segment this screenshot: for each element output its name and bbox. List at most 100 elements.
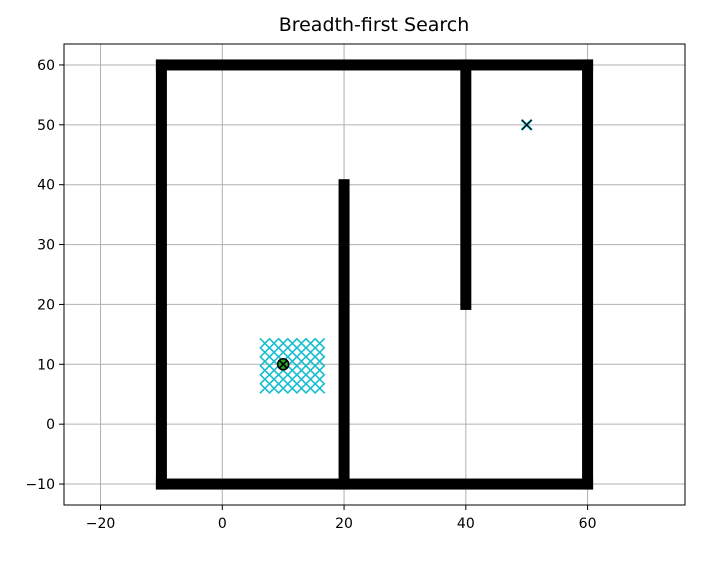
visited-x-stroke (305, 382, 317, 394)
visited-node (259, 337, 271, 349)
visited-node (259, 382, 271, 394)
visited-x-stroke (295, 355, 308, 367)
visited-x-stroke (305, 373, 317, 385)
y-tick-label: 30 (37, 238, 55, 254)
visited-x-stroke (314, 355, 326, 367)
visited-node (295, 364, 308, 376)
visited-x-stroke (305, 337, 317, 349)
visited-node (268, 364, 280, 376)
y-tick-label: 40 (37, 178, 55, 194)
visited-node (295, 373, 308, 385)
visited-x-stroke (286, 364, 298, 376)
y-tick-label: 50 (37, 118, 55, 134)
obstacle-wall (155, 59, 167, 490)
obstacle-wall (338, 179, 350, 490)
visited-x-stroke (268, 364, 280, 376)
y-tick-label: −10 (25, 477, 55, 493)
visited-node (286, 373, 298, 385)
visited-layer (259, 337, 326, 394)
visited-x-stroke (305, 346, 317, 358)
visited-x-stroke (259, 355, 271, 367)
visited-x-stroke (259, 337, 271, 349)
goal-x-stroke (521, 119, 533, 131)
x-tick-label: −20 (86, 516, 116, 532)
y-tick-label: 20 (37, 297, 55, 313)
chart-title: Breadth-first Search (279, 14, 470, 36)
visited-node (295, 337, 308, 349)
visited-x-stroke (277, 346, 289, 358)
visited-node (286, 364, 298, 376)
visited-node (259, 373, 271, 385)
visited-x-stroke (314, 346, 326, 358)
visited-node (268, 346, 280, 358)
visited-node (314, 382, 326, 394)
visited-x-stroke (286, 346, 298, 358)
start-x-stroke (278, 359, 288, 369)
visited-x-stroke (295, 337, 308, 349)
visited-x-stroke (286, 337, 298, 349)
visited-node (305, 382, 317, 394)
obstacle-wall (582, 59, 594, 490)
visited-node (259, 346, 271, 358)
obstacle-wall (460, 59, 472, 310)
visited-node (277, 373, 289, 385)
visited-x-stroke (295, 346, 308, 358)
visited-node (314, 373, 326, 385)
visited-x-stroke (277, 373, 289, 385)
visited-x-stroke (268, 346, 280, 358)
start-marker (276, 358, 290, 371)
visited-x-stroke (268, 373, 280, 385)
visited-node (314, 337, 326, 349)
visited-x-stroke (268, 337, 280, 349)
x-tick-label: 0 (218, 516, 227, 532)
tick-layer: −20 0 20 40 60 −10 0 10 20 30 40 50 60 (25, 58, 596, 532)
visited-node (295, 346, 308, 358)
x-tick-label: 60 (579, 516, 597, 532)
obstacle-wall (155, 478, 594, 490)
visited-x-stroke (277, 382, 289, 394)
visited-node (259, 364, 271, 376)
visited-node (286, 346, 298, 358)
visited-node (305, 364, 317, 376)
y-tick-label: 60 (37, 58, 55, 74)
visited-x-stroke (314, 382, 326, 394)
visited-x-stroke (268, 382, 280, 394)
marker-layer (276, 118, 533, 371)
visited-x-stroke (277, 337, 289, 349)
visited-x-stroke (295, 364, 308, 376)
y-tick-label: 0 (46, 417, 55, 433)
visited-node (295, 382, 308, 394)
visited-x-stroke (259, 346, 271, 358)
obstacle-wall (155, 59, 594, 71)
y-tick-label: 10 (37, 357, 55, 373)
visited-x-stroke (314, 337, 326, 349)
visited-x-stroke (295, 373, 308, 385)
visited-x-stroke (305, 355, 317, 367)
visited-node (286, 382, 298, 394)
visited-x-stroke (314, 373, 326, 385)
visited-node (277, 346, 289, 358)
x-tick-label: 40 (457, 516, 475, 532)
visited-node (259, 355, 271, 367)
visited-node (314, 346, 326, 358)
obstacle-layer (155, 59, 594, 490)
visited-x-stroke (286, 373, 298, 385)
visited-node (314, 355, 326, 367)
visited-node (305, 373, 317, 385)
visited-node (268, 382, 280, 394)
visited-node (305, 337, 317, 349)
visited-x-stroke (314, 364, 326, 376)
visited-x-stroke (268, 355, 280, 367)
visited-x-stroke (286, 382, 298, 394)
visited-node (277, 337, 289, 349)
plot-frame (63, 43, 686, 506)
visited-node (305, 346, 317, 358)
x-tick-label: 20 (335, 516, 353, 532)
visited-node (305, 355, 317, 367)
visited-node (277, 382, 289, 394)
visited-x-stroke (295, 382, 308, 394)
visited-node (286, 337, 298, 349)
